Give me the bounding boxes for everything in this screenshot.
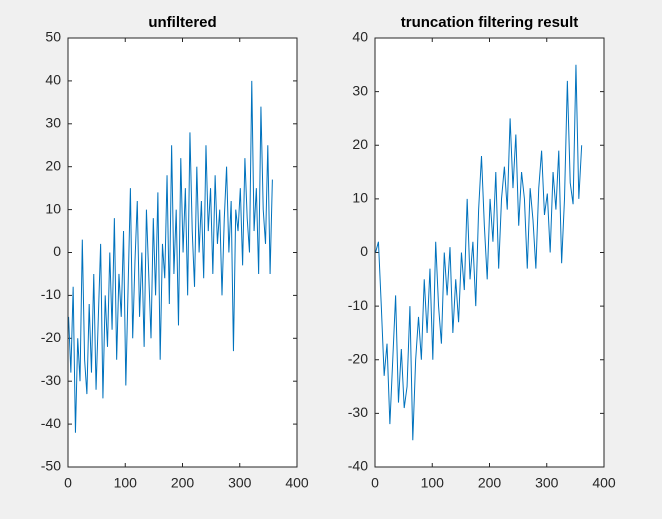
chart-title: unfiltered <box>148 14 216 31</box>
axes-background <box>375 38 604 467</box>
chart-title: truncation filtering result <box>401 14 579 31</box>
x-tick-label: 100 <box>421 475 445 491</box>
x-tick-label: 400 <box>285 475 309 491</box>
y-tick-label: 10 <box>45 200 61 216</box>
y-tick-label: 20 <box>352 136 368 152</box>
axes-background <box>68 38 297 467</box>
axes-box <box>67 37 298 468</box>
x-tick-label: 200 <box>171 475 195 491</box>
y-tick-label: 30 <box>352 82 368 98</box>
y-tick-label: 20 <box>45 157 61 173</box>
y-tick-label: 50 <box>45 29 61 45</box>
x-tick-label: 0 <box>371 475 379 491</box>
y-tick-label: 0 <box>360 243 368 259</box>
y-tick-label: -20 <box>348 350 368 366</box>
y-tick-label: 40 <box>352 29 368 45</box>
y-tick-label: -10 <box>348 297 368 313</box>
y-tick-label: 30 <box>45 115 61 131</box>
x-tick-label: 100 <box>114 475 138 491</box>
x-tick-label: 300 <box>535 475 559 491</box>
y-tick-label: -10 <box>41 286 61 302</box>
y-tick-label: -50 <box>41 458 61 474</box>
data-line <box>68 80 273 433</box>
x-tick-label: 0 <box>64 475 72 491</box>
y-tick-label: 40 <box>45 72 61 88</box>
y-tick-label: -40 <box>41 415 61 431</box>
y-tick-label: -40 <box>348 458 368 474</box>
y-tick-label: -20 <box>41 329 61 345</box>
data-line <box>375 64 583 441</box>
x-tick-label: 400 <box>592 475 616 491</box>
y-tick-label: 10 <box>352 190 368 206</box>
x-tick-label: 300 <box>228 475 252 491</box>
y-tick-label: -30 <box>41 372 61 388</box>
y-tick-label: -30 <box>348 404 368 420</box>
x-tick-label: 200 <box>478 475 502 491</box>
y-tick-label: 0 <box>53 243 61 259</box>
axes-box <box>374 37 605 468</box>
